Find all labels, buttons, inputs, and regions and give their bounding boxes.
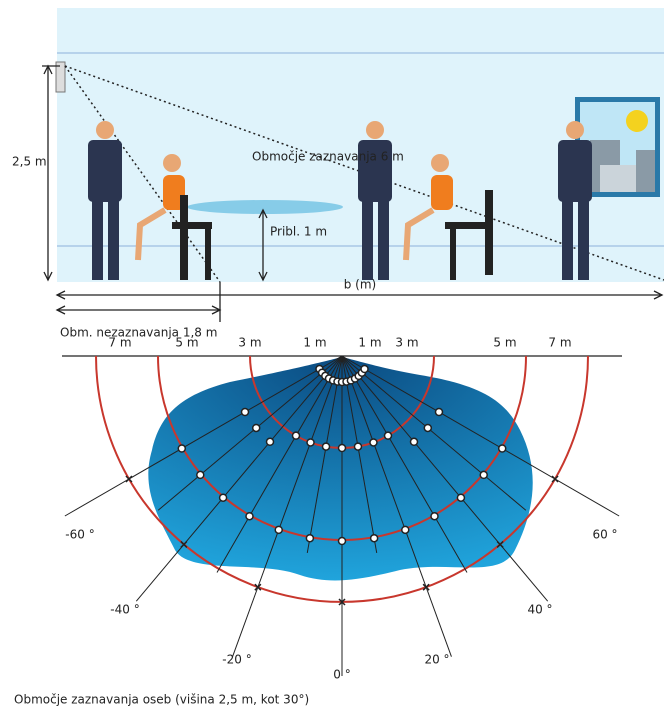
ray	[216, 355, 343, 573]
dimensions	[42, 64, 664, 322]
detection-ray	[64, 65, 221, 283]
angle-label: -20 °	[222, 653, 251, 667]
ray	[64, 355, 343, 517]
detection-point	[337, 443, 347, 453]
detection-point	[360, 364, 369, 374]
detection-point	[305, 533, 315, 543]
detection-point	[401, 525, 410, 535]
table	[187, 200, 343, 214]
ray	[135, 355, 343, 602]
ray	[341, 355, 378, 554]
ray	[341, 355, 549, 602]
angle-label: -60 °	[65, 528, 94, 542]
ray	[341, 355, 468, 573]
angle-label: 0 °	[333, 668, 350, 682]
people	[88, 121, 592, 280]
detection-point	[291, 431, 301, 440]
window	[575, 97, 660, 197]
detection-point	[369, 438, 378, 447]
cross-mark	[180, 540, 188, 548]
b-label: b (m)	[344, 278, 376, 292]
detection-point	[353, 442, 363, 451]
side-view: 2,5 m Območje zaznavanja 6 m Pribl. 1 m …	[12, 8, 664, 340]
detection-point	[434, 407, 444, 417]
detection-point	[430, 511, 439, 521]
angle-label: 40 °	[527, 603, 552, 617]
top-view: 7 m 5 m 3 m 1 m 1 m 3 m 5 m 7 m -60 ° -40 ° -20 ° 0…	[62, 336, 622, 682]
distance-label: 5 m	[175, 336, 198, 350]
distance-label: 3 m	[238, 336, 261, 350]
detection-point	[245, 511, 254, 521]
distance-label: 5 m	[493, 336, 516, 350]
detection-point	[337, 536, 347, 546]
person-seated	[403, 154, 493, 280]
ray	[157, 355, 343, 511]
detection-point	[177, 444, 187, 453]
cross-mark	[125, 475, 133, 483]
caption: Območje zaznavanja oseb (višina 2,5 m, k…	[14, 693, 309, 707]
detection-point	[423, 423, 433, 433]
height-label: 2,5 m	[12, 155, 47, 169]
angle-label: 20 °	[424, 653, 449, 667]
detection-label: Območje zaznavanja 6 m	[252, 150, 404, 164]
ray	[232, 355, 343, 657]
cross-mark	[422, 583, 430, 591]
detection-point	[306, 438, 315, 447]
distance-label: 1 m	[303, 336, 326, 350]
detection-point	[409, 437, 419, 447]
ray	[341, 355, 452, 657]
detection-point	[196, 470, 205, 480]
detection-area	[148, 357, 533, 581]
approx-label: Pribl. 1 m	[270, 225, 327, 239]
detection-point	[383, 431, 393, 440]
detection-point	[218, 493, 228, 502]
distance-label: 7 m	[548, 336, 571, 350]
detection-point	[497, 444, 507, 453]
cross-mark	[254, 583, 262, 591]
detection-point	[265, 437, 275, 447]
distance-label: 7 m	[108, 336, 131, 350]
detection-point	[251, 423, 261, 433]
distance-label: 1 m	[358, 336, 381, 350]
ray	[341, 355, 620, 517]
detection-point	[369, 533, 379, 543]
person	[358, 121, 392, 280]
person-seated	[135, 154, 212, 280]
cross-mark	[338, 598, 346, 606]
ray	[306, 355, 343, 554]
person	[558, 121, 592, 280]
detection-point	[321, 442, 331, 451]
detection-point	[479, 470, 488, 480]
person	[88, 121, 122, 280]
sensor	[55, 61, 66, 93]
angle-label: 60 °	[592, 528, 617, 542]
cross-mark	[551, 475, 559, 483]
detection-point	[456, 493, 466, 502]
detection-point	[274, 525, 283, 535]
cross-mark	[496, 540, 504, 548]
non-detection-label: Obm. nezaznavanja 1,8 m	[60, 326, 217, 340]
angle-label: -40 °	[110, 603, 139, 617]
distance-label: 3 m	[395, 336, 418, 350]
ray	[341, 355, 527, 511]
detection-point	[240, 407, 250, 417]
